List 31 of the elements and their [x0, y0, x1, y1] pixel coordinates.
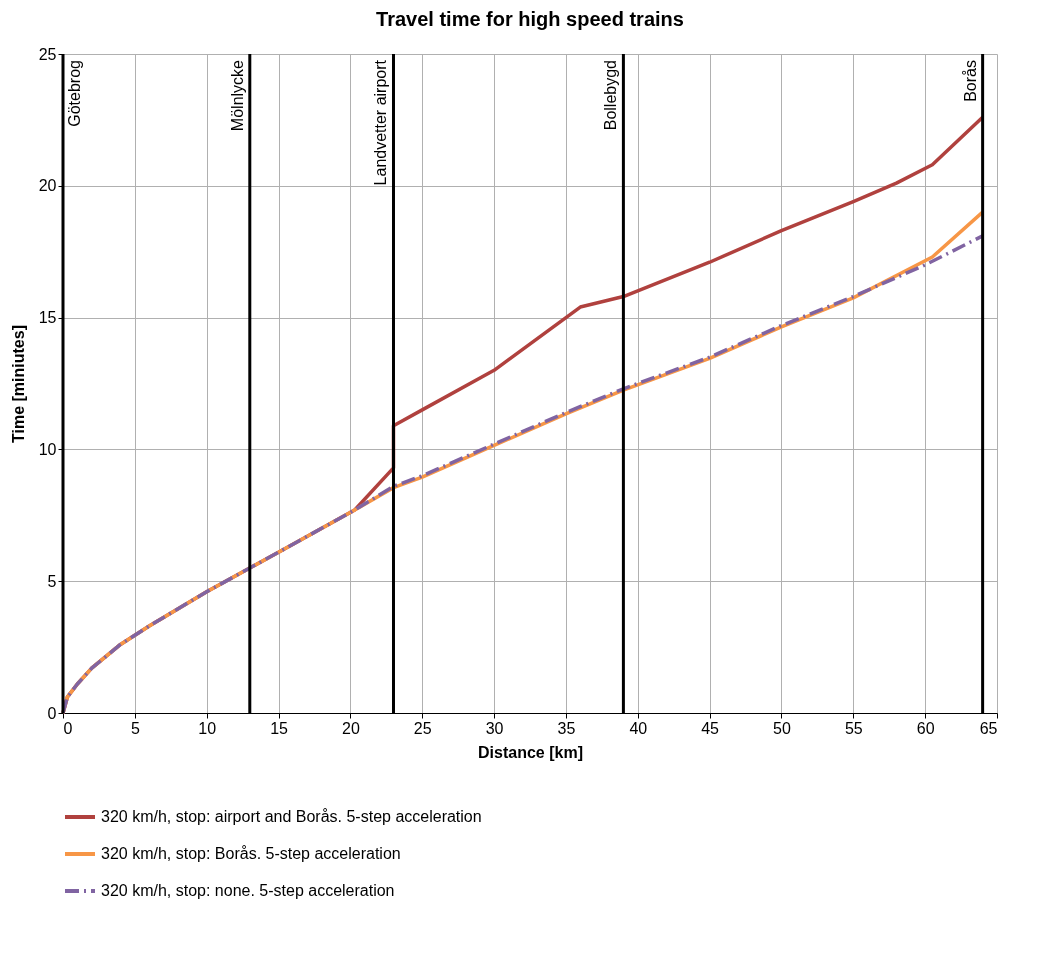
chart-title: Travel time for high speed trains	[376, 8, 684, 30]
x-tick-label: 20	[341, 719, 360, 737]
x-tick-label: 15	[270, 719, 289, 737]
y-tick-label: 20	[38, 177, 57, 195]
x-tick-label: 50	[773, 719, 791, 737]
ref-line-label: Mölnlycke	[228, 59, 246, 132]
x-tick-label: 5	[130, 719, 140, 737]
x-tick-label: 45	[701, 719, 720, 737]
x-tick-label: 35	[557, 719, 576, 737]
x-tick-label: 60	[916, 719, 935, 737]
legend-label: 320 km/h, stop: airport and Borås. 5-step acceleration	[101, 808, 482, 825]
x-tick-label: 40	[629, 719, 648, 737]
x-tick-label: 65	[979, 719, 998, 737]
ref-line-label: Götebrog	[66, 60, 83, 127]
legend-label: 320 km/h, stop: none. 5-step acceleration	[101, 882, 395, 899]
y-tick-label: 25	[38, 45, 57, 63]
ref-line-label: Borås	[961, 60, 979, 102]
x-axis-title: Distance [km]	[478, 743, 583, 761]
y-tick-label: 5	[47, 572, 57, 590]
legend-label: 320 km/h, stop: Borås. 5-step acceleration	[101, 845, 401, 862]
x-tick-label: 25	[413, 719, 432, 737]
x-tick-label: 55	[844, 719, 863, 737]
ref-line-label: Landvetter airport	[372, 59, 390, 186]
x-tick-label: 10	[198, 719, 217, 737]
x-tick-label: 30	[485, 719, 504, 737]
y-axis-title: Time [miniutes]	[9, 325, 27, 443]
y-tick-label: 10	[38, 440, 57, 458]
y-tick-label: 0	[47, 704, 57, 722]
ref-line-label: Bollebygd	[602, 60, 620, 131]
y-tick-label: 15	[38, 309, 57, 327]
x-tick-label: 0	[63, 719, 73, 737]
